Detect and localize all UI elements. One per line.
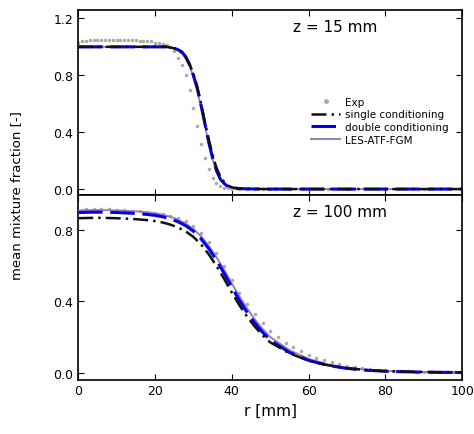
Text: z = 15 mm: z = 15 mm: [293, 20, 378, 35]
Text: z = 100 mm: z = 100 mm: [293, 204, 387, 220]
X-axis label: r [mm]: r [mm]: [244, 403, 297, 418]
Legend: Exp, single conditioning, double conditioning, LES-ATF-FGM: Exp, single conditioning, double conditi…: [307, 93, 453, 150]
Text: mean mixture fraction [-]: mean mixture fraction [-]: [10, 111, 23, 279]
